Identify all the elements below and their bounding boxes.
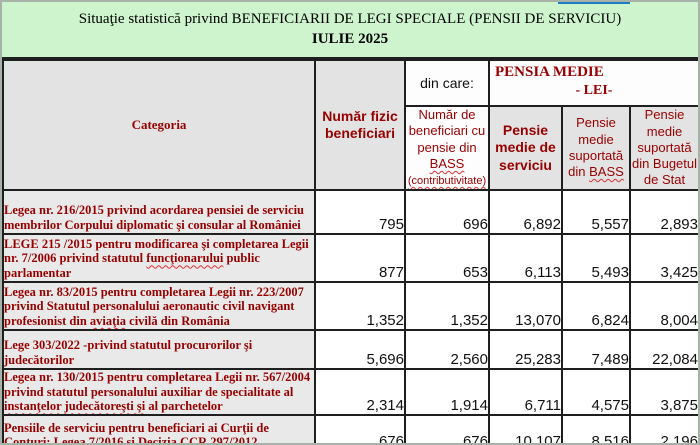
col-header-pensie-bass: Pensie medie suportată din BASS — [561, 105, 631, 191]
cell-pensie-serviciu: 6,892 — [488, 188, 563, 235]
header-row-1: Categoria Număr fizic beneficiari din ca… — [2, 59, 698, 191]
col-header-pensie-buget: Pensie medie suportată din Bugetul de St… — [629, 105, 698, 191]
report-title-block: Situaţie statistică privind BENEFICIARII… — [2, 2, 698, 59]
cell-numar-fizic: 877 — [314, 232, 406, 283]
cell-pensie-bass: 5,493 — [561, 232, 631, 283]
scrollbar-thumb[interactable] — [558, 2, 630, 4]
cell-pensie-bass: 6,824 — [561, 280, 631, 331]
row-label: Pensiile de serviciu pentru beneficiari … — [2, 414, 316, 443]
cell-beneficiari-bass: 696 — [404, 188, 490, 235]
cell-beneficiari-bass: 2,560 — [404, 328, 490, 370]
cell-pensie-buget: 2,893 — [629, 188, 698, 235]
cell-pensie-serviciu: 13,070 — [488, 280, 563, 331]
cell-numar-fizic: 2,314 — [314, 367, 406, 417]
row-label: Legea nr. 83/2015 pentru completarea Leg… — [2, 280, 316, 331]
cell-pensie-buget: 2,196 — [629, 414, 698, 443]
row-label: Legea nr. 130/2015 pentru completarea Le… — [2, 367, 316, 417]
row-label: LEGE 215 /2015 pentru modificarea şi com… — [2, 232, 316, 283]
cell-pensie-buget: 3,875 — [629, 367, 698, 417]
cell-beneficiari-bass: 1,352 — [404, 280, 490, 331]
cell-beneficiari-bass: 1,914 — [404, 367, 490, 417]
pensia-medie-label: PENSIA MEDIE — [495, 64, 604, 80]
cell-pensie-bass: 5,557 — [561, 188, 631, 235]
lei-label: - LEI- — [575, 83, 613, 98]
cell-pensie-serviciu: 10,107 — [488, 414, 563, 443]
row-label: Lege 303/2022 -privind statutul procuror… — [2, 328, 316, 370]
row-label: Legea nr. 216/2015 privind acordarea pen… — [2, 188, 316, 235]
cell-pensie-serviciu: 25,283 — [488, 328, 563, 370]
table-row: Legea nr. 83/2015 pentru completarea Leg… — [2, 280, 698, 331]
col-header-din-care: din care: — [404, 59, 490, 107]
header-row-2: Număr de beneficiari cu pensie din BASS … — [3, 105, 698, 191]
statistics-table: Categoria Număr fizic beneficiari din ca… — [2, 59, 698, 443]
cell-pensie-bass: 8,516 — [561, 414, 631, 443]
cell-pensie-serviciu: 6,113 — [488, 232, 563, 283]
col-header-pensie-serviciu: Pensie medie de serviciu — [488, 105, 563, 191]
table-row: LEGE 215 /2015 pentru modificarea şi com… — [2, 232, 698, 283]
cell-pensie-serviciu: 6,711 — [488, 367, 563, 417]
cell-pensie-buget: 8,004 — [629, 280, 698, 331]
table-row: Legea nr. 216/2015 privind acordarea pen… — [2, 188, 698, 235]
report-title: Situaţie statistică privind BENEFICIARII… — [78, 11, 622, 27]
contributivitate-note: (contributivitate) — [407, 175, 487, 187]
table-row: Pensiile de serviciu pentru beneficiari … — [2, 414, 698, 443]
col-header-beneficiari-bass: Număr de beneficiari cu pensie din BASS … — [404, 105, 490, 191]
col-header-categoria: Categoria — [2, 59, 316, 191]
report-period: IULIE 2025 — [311, 31, 389, 47]
cell-pensie-bass: 7,489 — [561, 328, 631, 370]
cell-pensie-bass: 4,575 — [561, 367, 631, 417]
table-row: Lege 303/2022 -privind statutul procuror… — [2, 328, 698, 370]
cell-numar-fizic: 795 — [314, 188, 406, 235]
cell-numar-fizic: 5,696 — [314, 328, 406, 370]
col-header-numar-fizic: Număr fizic beneficiari — [314, 59, 406, 191]
cell-pensie-buget: 22,084 — [629, 328, 698, 370]
table-row: Legea nr. 130/2015 pentru completarea Le… — [2, 367, 698, 417]
col-header-pensia-medie: PENSIA MEDIE - LEI- — [488, 59, 698, 107]
cell-numar-fizic: 1,352 — [314, 280, 406, 331]
cell-pensie-buget: 3,425 — [629, 232, 698, 283]
cell-beneficiari-bass: 653 — [404, 232, 490, 283]
cell-numar-fizic: 676 — [314, 414, 406, 443]
cell-beneficiari-bass: 676 — [404, 414, 490, 443]
